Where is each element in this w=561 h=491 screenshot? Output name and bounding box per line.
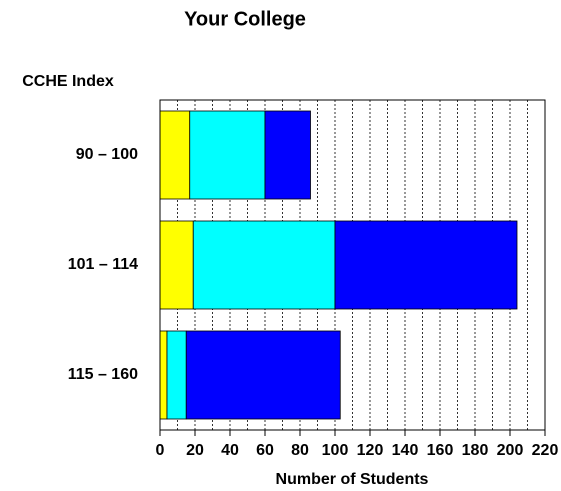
plot-frame [159, 99, 546, 431]
x-tick-label: 200 [497, 442, 524, 459]
x-tick-label: 100 [322, 442, 349, 459]
x-tick-label: 220 [532, 442, 559, 459]
bar-segment [189, 110, 266, 200]
y-axis-label: CCHE Index [22, 73, 114, 90]
x-tick-label: 180 [462, 442, 489, 459]
bar-segment [185, 330, 341, 420]
bar-segment [159, 110, 191, 200]
y-tick-label: 90 – 100 [76, 146, 138, 163]
y-tick-label: 115 – 160 [68, 366, 138, 383]
x-tick-label: 60 [256, 442, 274, 459]
x-tick-label: 120 [357, 442, 384, 459]
bar-segment [159, 220, 194, 310]
bar-segment [159, 330, 168, 420]
bar-segment [264, 110, 311, 200]
bar-segment [334, 220, 518, 310]
x-tick-label: 20 [186, 442, 204, 459]
chart-title: Your College [184, 8, 306, 30]
x-axis-label: Number of Students [276, 471, 429, 488]
x-tick-label: 0 [156, 442, 165, 459]
bar-segment [192, 220, 336, 310]
x-tick-label: 140 [392, 442, 419, 459]
x-tick-label: 80 [291, 442, 309, 459]
y-tick-label: 101 – 114 [68, 256, 138, 273]
x-tick-label: 160 [427, 442, 454, 459]
x-tick-label: 40 [221, 442, 239, 459]
bar-segment [166, 330, 187, 420]
